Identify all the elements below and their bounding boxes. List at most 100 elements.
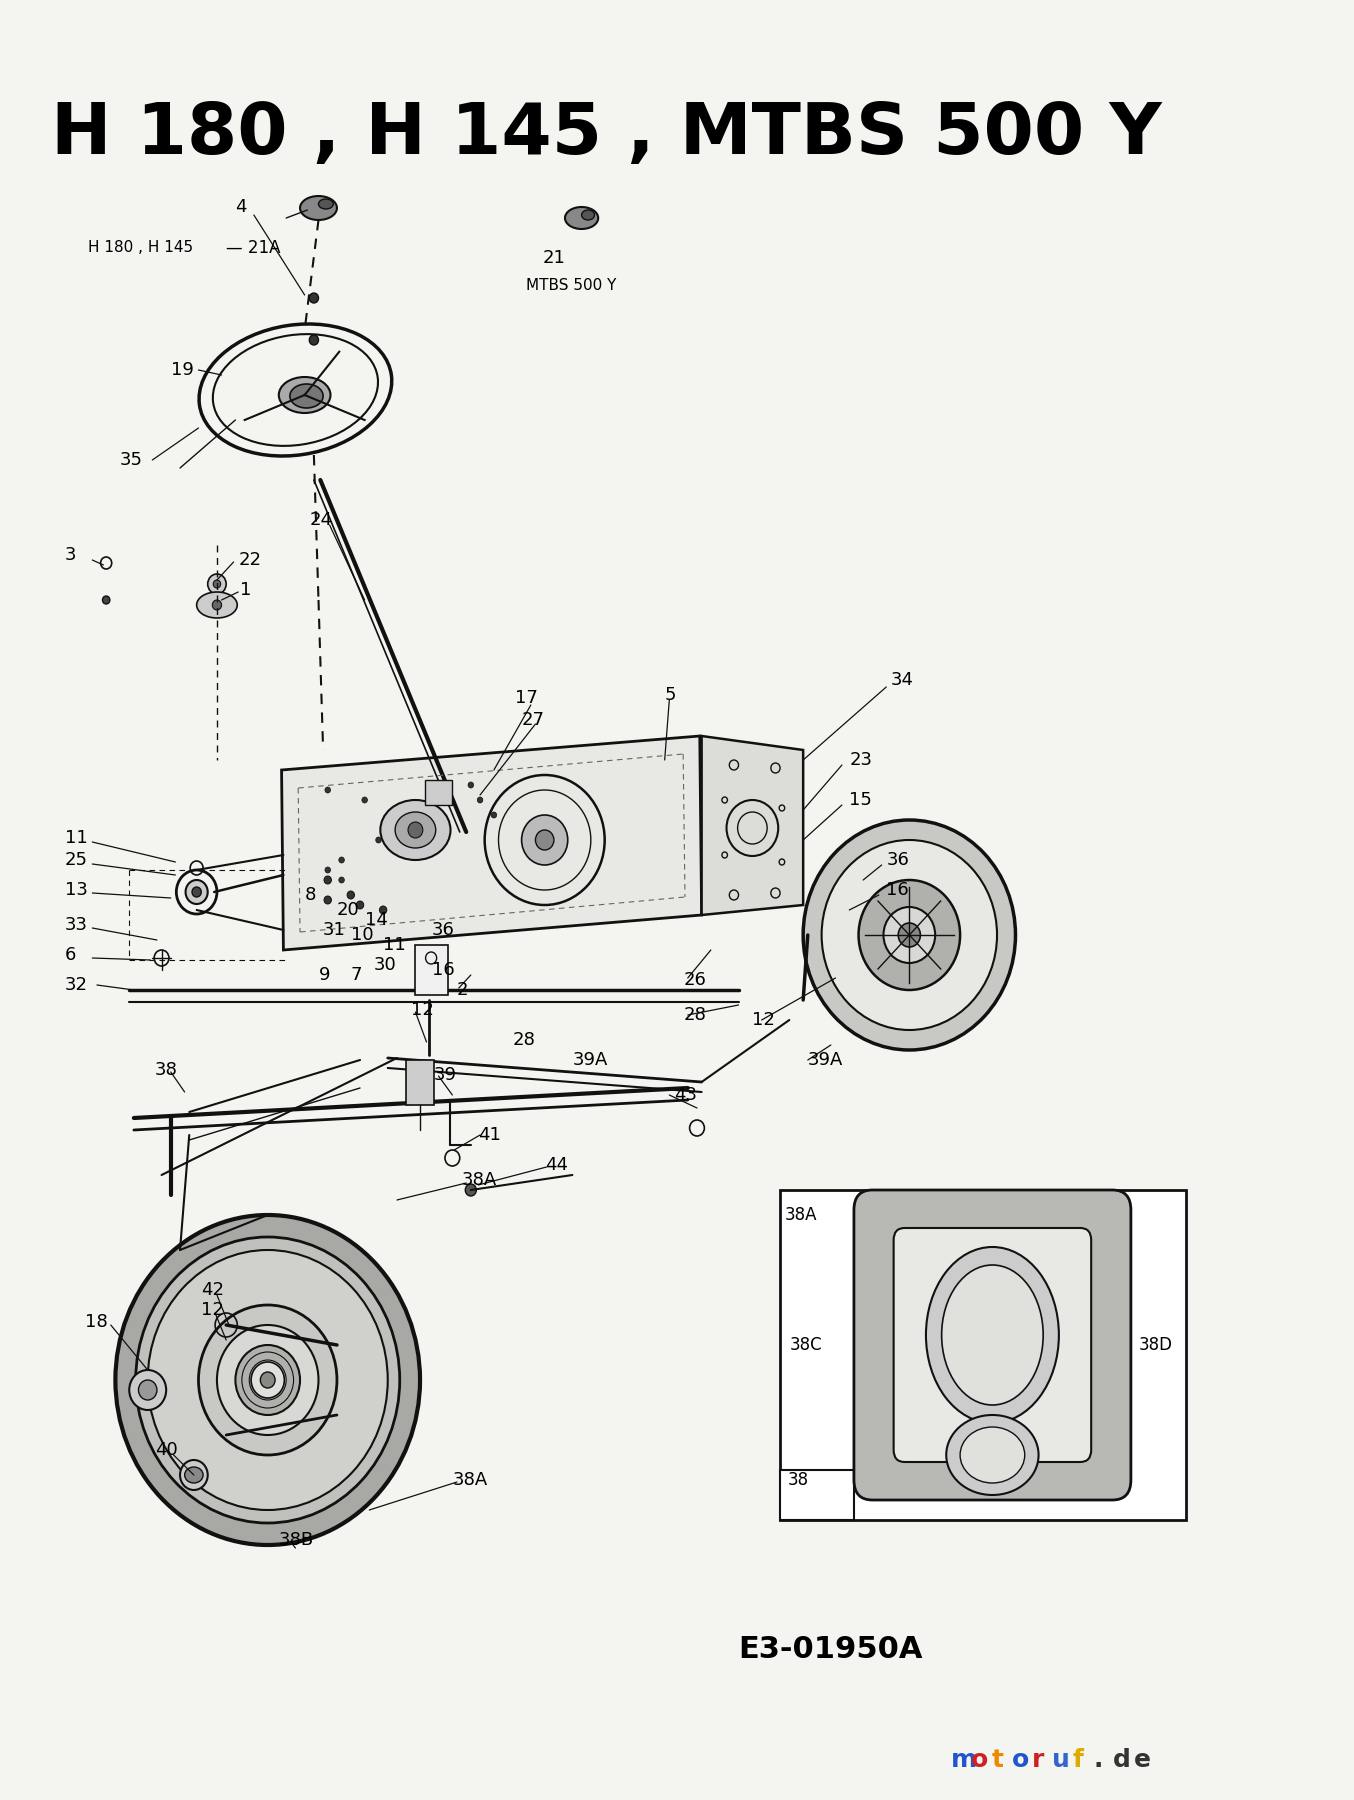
Text: 19: 19 [171,362,194,380]
Text: 11: 11 [383,936,406,954]
Ellipse shape [301,196,337,220]
Ellipse shape [115,1215,420,1544]
Text: 39A: 39A [808,1051,844,1069]
Ellipse shape [279,376,330,412]
Ellipse shape [521,815,567,866]
Circle shape [180,1460,207,1490]
Text: 38B: 38B [1011,1226,1044,1244]
Text: 28: 28 [512,1031,535,1049]
Circle shape [898,923,921,947]
Text: m: m [951,1748,978,1771]
Text: 4: 4 [236,198,246,216]
Circle shape [347,891,355,898]
Circle shape [103,596,110,605]
Text: 6: 6 [65,947,76,965]
Circle shape [185,880,207,904]
Circle shape [338,857,344,862]
Text: 11: 11 [65,830,88,848]
Text: 25: 25 [65,851,88,869]
Polygon shape [701,736,803,914]
Ellipse shape [395,812,436,848]
Text: 15: 15 [849,790,872,808]
Ellipse shape [148,1249,387,1510]
Bar [780,1471,854,1519]
Ellipse shape [822,841,997,1030]
Ellipse shape [199,1305,337,1454]
Text: r: r [1032,1748,1044,1771]
Text: d: d [1113,1748,1131,1771]
Circle shape [325,787,330,794]
Bar [406,1060,433,1105]
Text: 9: 9 [318,967,330,985]
Ellipse shape [946,1415,1039,1496]
Text: 28: 28 [684,1006,705,1024]
Circle shape [379,905,387,914]
Ellipse shape [960,1427,1025,1483]
Ellipse shape [196,592,237,617]
Bar [416,945,448,995]
Text: 38: 38 [788,1471,808,1489]
Bar [780,1190,1186,1519]
Text: 35: 35 [121,452,144,470]
Circle shape [138,1381,157,1400]
Text: 23: 23 [849,751,872,769]
Text: 26: 26 [684,970,705,988]
Ellipse shape [290,383,324,409]
Text: o: o [971,1748,988,1771]
Text: .: . [1093,1748,1102,1771]
Text: H 180 , H 145 , MTBS 500 Y: H 180 , H 145 , MTBS 500 Y [50,101,1162,169]
Polygon shape [282,736,701,950]
Text: 2: 2 [456,981,468,999]
Text: 38A: 38A [785,1206,818,1224]
Circle shape [309,293,318,302]
Ellipse shape [565,207,598,229]
Circle shape [477,797,483,803]
FancyBboxPatch shape [894,1228,1091,1462]
Ellipse shape [582,211,594,220]
Circle shape [213,580,221,589]
Text: 31: 31 [324,922,347,940]
Circle shape [324,877,332,884]
Circle shape [324,896,332,904]
Text: 27: 27 [521,711,544,729]
Text: 3: 3 [65,545,76,563]
Text: — 21A: — 21A [226,239,280,257]
Circle shape [466,1184,477,1195]
Text: 38B: 38B [279,1532,314,1550]
Text: 44: 44 [544,1156,567,1174]
Text: 8: 8 [305,886,315,904]
Text: 41: 41 [478,1127,501,1145]
Text: 12: 12 [202,1301,225,1319]
Circle shape [129,1370,167,1409]
Ellipse shape [803,821,1016,1049]
Circle shape [207,574,226,594]
Text: 20: 20 [337,902,360,920]
Circle shape [192,887,202,896]
Text: 1: 1 [240,581,252,599]
Text: H 180 , H 145: H 180 , H 145 [88,241,192,256]
Circle shape [408,823,422,839]
Text: 16: 16 [887,880,909,898]
Circle shape [492,812,497,817]
Text: 13: 13 [65,880,88,898]
Bar [425,779,452,805]
Circle shape [338,877,344,884]
Text: 40: 40 [156,1442,177,1460]
Text: 10: 10 [351,925,374,943]
Text: 5: 5 [665,686,676,704]
Text: t: t [991,1748,1003,1771]
FancyBboxPatch shape [854,1190,1131,1499]
Text: 34: 34 [891,671,914,689]
Circle shape [325,868,330,873]
Text: 36: 36 [432,922,455,940]
Text: f: f [1072,1748,1083,1771]
Text: E3-01950A: E3-01950A [738,1636,923,1665]
Text: 7: 7 [351,967,363,985]
Text: 36: 36 [887,851,909,869]
Text: 38E: 38E [976,1436,1007,1454]
Text: 14: 14 [364,911,387,929]
Circle shape [213,599,222,610]
Text: 22: 22 [238,551,261,569]
Circle shape [356,902,364,909]
Text: 42: 42 [202,1282,225,1300]
